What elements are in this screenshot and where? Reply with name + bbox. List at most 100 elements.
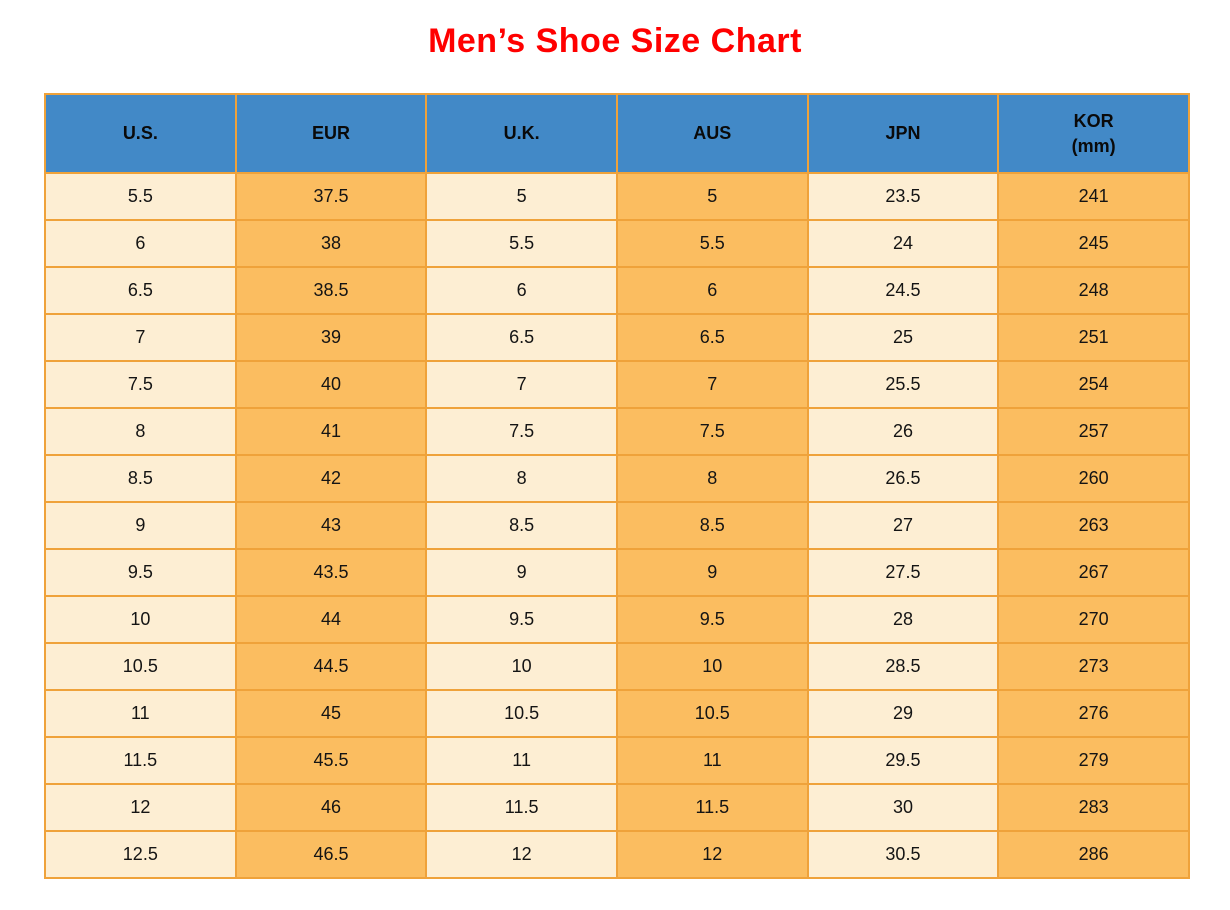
table-cell: 6 — [425, 266, 618, 315]
table-cell: 8.5 — [425, 501, 618, 550]
table-row: 12 46 11.5 11.5 30 283 — [44, 783, 1190, 832]
table-cell: 28.5 — [806, 642, 1000, 691]
table-cell: 263 — [997, 501, 1190, 550]
table-cell: 6 — [615, 266, 809, 315]
table-cell: 5 — [615, 172, 809, 221]
column-header-label: KOR — [1073, 111, 1114, 132]
table-cell: 260 — [997, 454, 1190, 503]
table-cell: 27.5 — [806, 548, 1000, 597]
table-cell: 9.5 — [425, 595, 618, 644]
table-row: 10 44 9.5 9.5 28 270 — [44, 595, 1190, 644]
table-row: 7 39 6.5 6.5 25 251 — [44, 313, 1190, 362]
table-cell: 12 — [44, 783, 237, 832]
table-cell: 39 — [234, 313, 428, 362]
table-cell: 7 — [425, 360, 618, 409]
column-header-sublabel: (mm) — [1071, 135, 1116, 156]
table-row: 9 43 8.5 8.5 27 263 — [44, 501, 1190, 550]
table-cell: 45 — [234, 689, 428, 738]
table-cell: 27 — [806, 501, 1000, 550]
table-row: 11 45 10.5 10.5 29 276 — [44, 689, 1190, 738]
table-cell: 5.5 — [44, 172, 237, 221]
table-cell: 9 — [615, 548, 809, 597]
table-row: 8.5 42 8 8 26.5 260 — [44, 454, 1190, 503]
table-row: 6 38 5.5 5.5 24 245 — [44, 219, 1190, 268]
table-cell: 254 — [997, 360, 1190, 409]
table-cell: 40 — [234, 360, 428, 409]
table-cell: 43.5 — [234, 548, 428, 597]
table-cell: 7.5 — [44, 360, 237, 409]
table-cell: 30.5 — [806, 830, 1000, 879]
header-row: U.S. EUR U.K. AUS JPN KOR (mm) — [44, 93, 1190, 174]
column-header-label: U.K. — [503, 123, 540, 144]
table-row: 5.5 37.5 5 5 23.5 241 — [44, 172, 1190, 221]
table-header: U.S. EUR U.K. AUS JPN KOR (mm) — [44, 93, 1190, 174]
table-cell: 270 — [997, 595, 1190, 644]
table-row: 12.5 46.5 12 12 30.5 286 — [44, 830, 1190, 879]
table-cell: 241 — [997, 172, 1190, 221]
table-cell: 257 — [997, 407, 1190, 456]
table-cell: 10 — [615, 642, 809, 691]
table-cell: 248 — [997, 266, 1190, 315]
table-cell: 42 — [234, 454, 428, 503]
table-cell: 11 — [44, 689, 237, 738]
column-header-label: AUS — [693, 123, 732, 144]
table-cell: 273 — [997, 642, 1190, 691]
column-header-uk: U.K. — [425, 93, 618, 174]
table-cell: 10 — [44, 595, 237, 644]
table-cell: 5 — [425, 172, 618, 221]
table-cell: 45.5 — [234, 736, 428, 785]
table-cell: 8 — [425, 454, 618, 503]
column-header-jpn: JPN — [806, 93, 1000, 174]
table-cell: 43 — [234, 501, 428, 550]
table-row: 6.5 38.5 6 6 24.5 248 — [44, 266, 1190, 315]
table-cell: 6.5 — [425, 313, 618, 362]
table-cell: 44.5 — [234, 642, 428, 691]
table-cell: 26.5 — [806, 454, 1000, 503]
table-cell: 267 — [997, 548, 1190, 597]
table-cell: 251 — [997, 313, 1190, 362]
table-cell: 6 — [44, 219, 237, 268]
table-cell: 7.5 — [615, 407, 809, 456]
table-cell: 6.5 — [44, 266, 237, 315]
table-cell: 7.5 — [425, 407, 618, 456]
table-cell: 10.5 — [425, 689, 618, 738]
column-header-label: JPN — [885, 123, 921, 144]
table-cell: 9 — [44, 501, 237, 550]
table-cell: 11.5 — [615, 783, 809, 832]
table-cell: 11 — [615, 736, 809, 785]
table-cell: 9.5 — [44, 548, 237, 597]
page-title: Men’s Shoe Size Chart — [428, 22, 802, 60]
table-cell: 26 — [806, 407, 1000, 456]
column-header-kor: KOR (mm) — [997, 93, 1190, 174]
table-cell: 46.5 — [234, 830, 428, 879]
table-cell: 10.5 — [44, 642, 237, 691]
table-cell: 46 — [234, 783, 428, 832]
table-cell: 38.5 — [234, 266, 428, 315]
column-header-label: EUR — [311, 123, 350, 144]
table-cell: 29.5 — [806, 736, 1000, 785]
table-row: 9.5 43.5 9 9 27.5 267 — [44, 548, 1190, 597]
table-cell: 10 — [425, 642, 618, 691]
table-row: 10.5 44.5 10 10 28.5 273 — [44, 642, 1190, 691]
table-cell: 276 — [997, 689, 1190, 738]
column-header-label: U.S. — [122, 123, 158, 144]
table-cell: 11.5 — [44, 736, 237, 785]
table-cell: 11.5 — [425, 783, 618, 832]
table-cell: 30 — [806, 783, 1000, 832]
table-cell: 7 — [615, 360, 809, 409]
table-cell: 8 — [615, 454, 809, 503]
table-row: 8 41 7.5 7.5 26 257 — [44, 407, 1190, 456]
table-cell: 8.5 — [44, 454, 237, 503]
table-cell: 8.5 — [615, 501, 809, 550]
table-cell: 7 — [44, 313, 237, 362]
table-cell: 283 — [997, 783, 1190, 832]
table-cell: 41 — [234, 407, 428, 456]
table-cell: 25.5 — [806, 360, 1000, 409]
table-cell: 28 — [806, 595, 1000, 644]
table-cell: 245 — [997, 219, 1190, 268]
table-row: 7.5 40 7 7 25.5 254 — [44, 360, 1190, 409]
column-header-us: U.S. — [44, 93, 237, 174]
table-cell: 12 — [615, 830, 809, 879]
table-cell: 37.5 — [234, 172, 428, 221]
table-cell: 12 — [425, 830, 618, 879]
